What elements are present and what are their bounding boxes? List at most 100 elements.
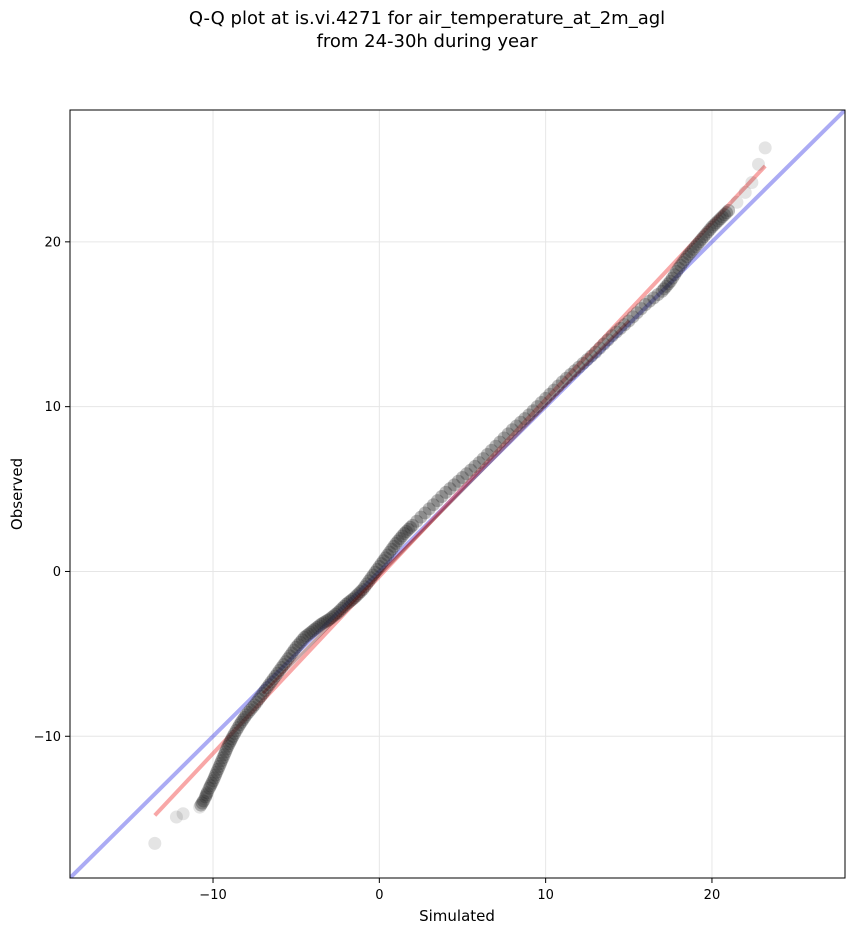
quantile-point — [270, 666, 284, 680]
quantile-point — [246, 700, 260, 714]
quantile-point — [593, 341, 607, 355]
quantile-point — [695, 232, 709, 246]
quantile-point — [439, 485, 453, 499]
quantile-point — [337, 599, 351, 613]
x-tick-label: 10 — [537, 888, 554, 903]
quantile-point — [277, 658, 291, 672]
quantile-point — [422, 502, 436, 516]
quantile-point — [404, 520, 418, 534]
quantile-point — [339, 597, 353, 611]
overlap-tint — [261, 319, 630, 695]
quantile-point — [406, 518, 420, 532]
quantile-point — [196, 794, 210, 808]
quantile-point — [233, 718, 247, 732]
quantile-point — [705, 220, 719, 234]
quantile-point — [368, 565, 382, 579]
quantile-point — [207, 771, 221, 785]
plot-frame — [69, 109, 846, 879]
quantile-point — [752, 157, 766, 171]
quantile-point — [254, 689, 268, 703]
quantile-point — [217, 748, 231, 762]
chart-subtitle: from 24-30h during year — [316, 31, 538, 52]
quantile-point — [204, 779, 218, 793]
quantile-point — [202, 781, 216, 795]
quantile-point — [572, 360, 586, 374]
quantile-point — [663, 274, 677, 288]
quantile-point — [260, 681, 274, 695]
quantile-point — [241, 705, 255, 719]
plot-area — [70, 110, 845, 878]
quantile-point — [234, 715, 248, 729]
quantile-point — [308, 622, 322, 636]
quantile-point — [559, 371, 573, 385]
quantile-point — [206, 774, 220, 788]
quantile-point — [672, 261, 686, 275]
quantile-point — [364, 571, 378, 585]
quantile-point — [387, 539, 401, 553]
quantile-point — [320, 613, 334, 627]
quantile-point — [460, 467, 474, 481]
quantile-point — [668, 268, 682, 282]
quantile-point — [318, 615, 332, 629]
quantile-point — [555, 375, 569, 389]
quantile-point — [665, 271, 679, 285]
quantile-point — [283, 649, 297, 663]
quantile-point — [659, 279, 673, 293]
quantile-point — [510, 419, 524, 433]
quantile-point — [210, 765, 224, 779]
quantile-point — [262, 678, 276, 692]
quantile-point — [414, 510, 428, 524]
quantile-point — [401, 522, 415, 536]
quantile-point — [576, 356, 590, 370]
quantile-point — [316, 616, 330, 630]
quantile-point — [302, 627, 316, 641]
quantile-point — [383, 545, 397, 559]
quantile-point — [341, 596, 355, 610]
quantile-point — [229, 723, 243, 737]
quantile-point — [738, 185, 752, 199]
quantile-point — [389, 536, 403, 550]
quantile-point — [397, 527, 411, 541]
y-tick-label: 20 — [44, 235, 61, 250]
quantile-point — [349, 589, 363, 603]
quantile-point — [399, 524, 413, 538]
quantile-point — [493, 435, 507, 449]
quantile-point — [701, 225, 715, 239]
quantile-point — [543, 387, 557, 401]
quantile-point — [239, 708, 253, 722]
quantile-point — [626, 310, 640, 324]
grid-lines — [70, 110, 845, 878]
quantile-point — [526, 404, 540, 418]
quantile-point — [605, 329, 619, 343]
fit-line — [153, 164, 767, 817]
quantile-point — [205, 776, 219, 790]
quantile-point — [212, 759, 226, 773]
quantile-point — [352, 587, 366, 601]
quantile-point — [497, 431, 511, 445]
reference-line-y-equals-x — [70, 110, 845, 878]
quantile-point — [231, 721, 245, 735]
quantile-point — [518, 412, 532, 426]
quantile-point — [238, 710, 252, 724]
quantile-point — [243, 703, 257, 717]
quantile-point — [236, 713, 250, 727]
quantile-point — [680, 250, 694, 264]
quantile-point — [287, 643, 301, 657]
quantile-point — [703, 222, 717, 236]
quantile-point — [657, 282, 671, 296]
quantile-point — [715, 210, 729, 224]
quantile-point — [306, 624, 320, 638]
quantile-point — [455, 471, 469, 485]
quantile-point — [199, 790, 213, 804]
quantile-point — [327, 609, 341, 623]
quantile-point — [564, 368, 578, 382]
quantile-point — [489, 439, 503, 453]
quantile-point — [678, 253, 692, 267]
fit-line-segment — [153, 164, 767, 817]
quantile-point — [622, 314, 636, 328]
quantile-point — [684, 245, 698, 259]
quantile-point — [686, 242, 700, 256]
y-tick-label: −10 — [34, 730, 61, 745]
quantile-point — [431, 494, 445, 508]
quantile-point — [690, 237, 704, 251]
